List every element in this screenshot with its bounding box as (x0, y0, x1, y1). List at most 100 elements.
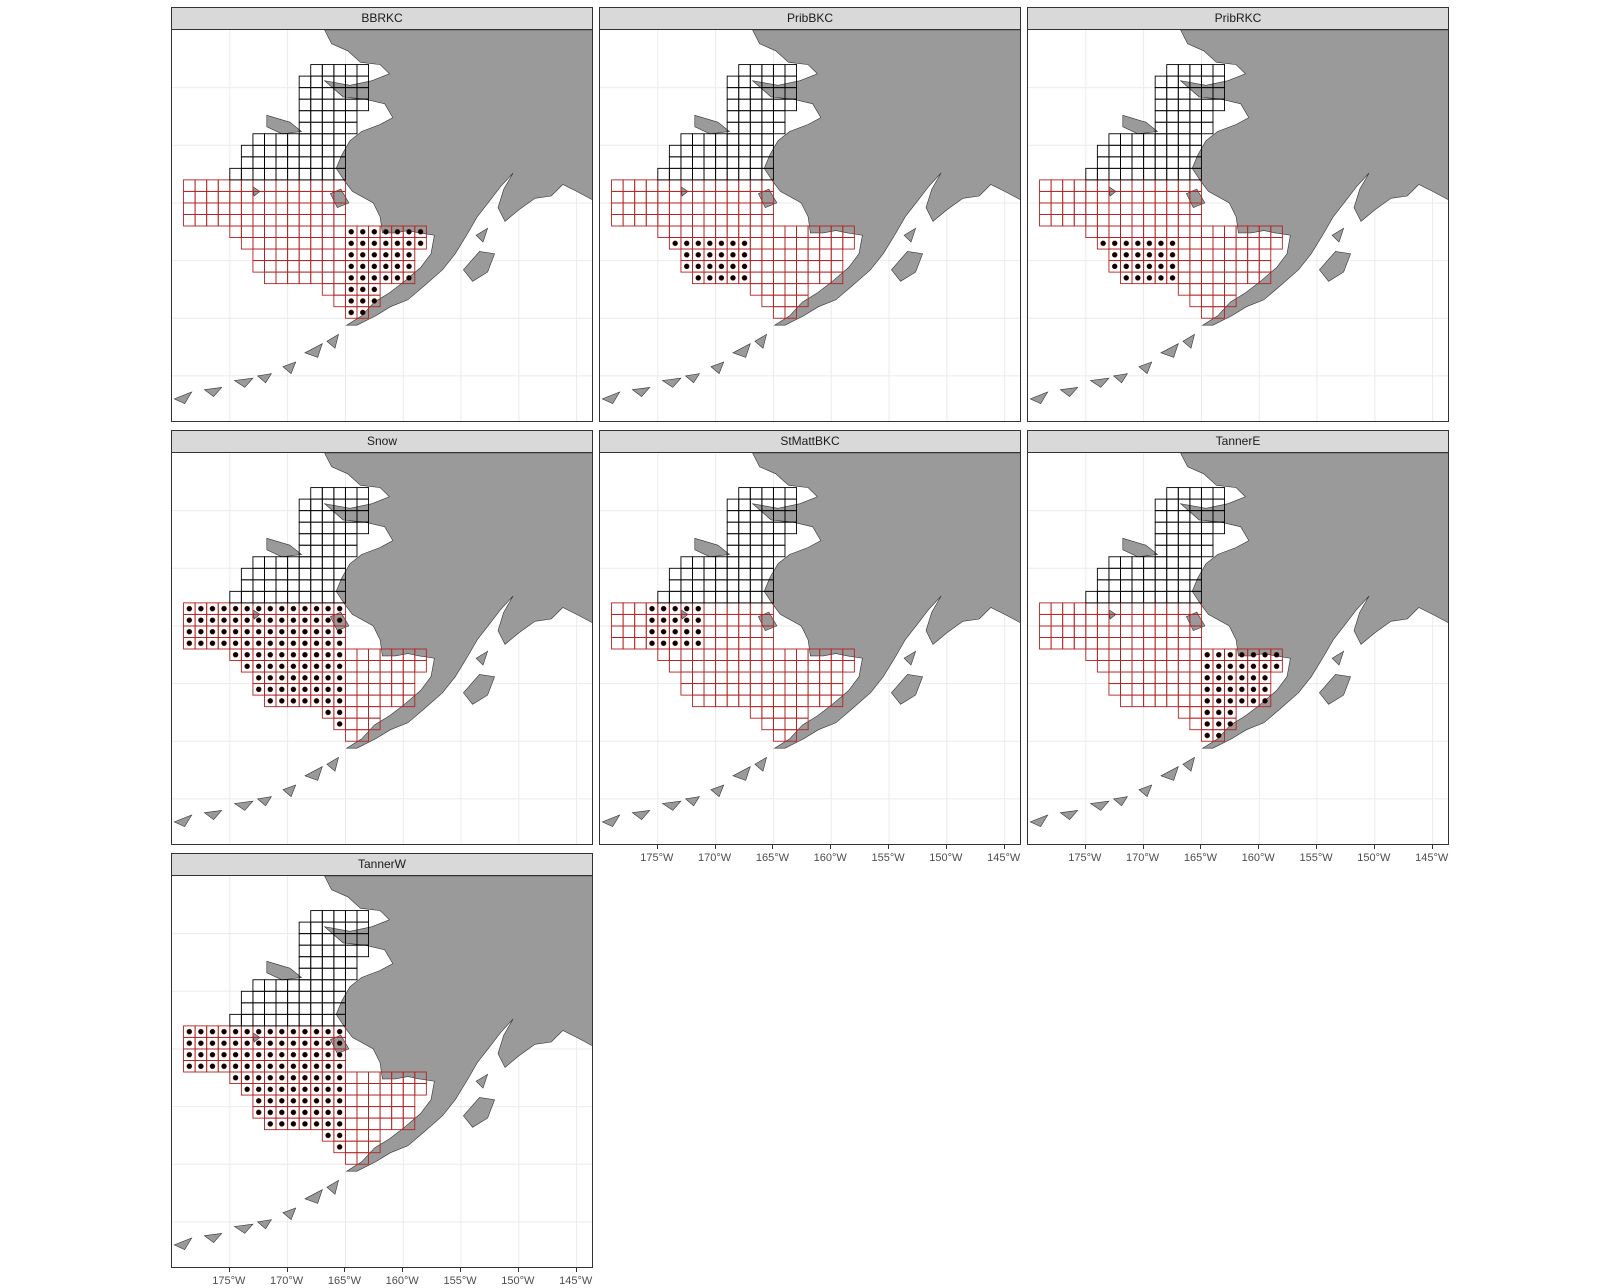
grid-cell (1166, 167, 1179, 181)
station-point (279, 605, 285, 612)
grid-cell (402, 660, 416, 673)
grid-cell (310, 1013, 323, 1027)
grid-cell (321, 156, 335, 169)
station-point (1204, 663, 1211, 670)
station-point (290, 1098, 297, 1104)
grid-cell (738, 487, 751, 500)
grid-cell (749, 225, 763, 238)
grid-cell (1258, 260, 1272, 273)
station-point (244, 1063, 250, 1070)
grid-cell (1096, 214, 1110, 227)
grid-cell (298, 521, 312, 535)
grid-cell (229, 202, 242, 215)
station-point (302, 628, 308, 635)
station-point (672, 617, 678, 623)
survey-grid (183, 487, 427, 742)
grid-cell (1050, 602, 1064, 615)
grid-cell (321, 910, 335, 923)
grid-cell (1189, 64, 1202, 77)
station-point (325, 1074, 331, 1081)
grid-cell (703, 683, 717, 696)
grid-cell (391, 660, 404, 673)
grid-cell (1143, 648, 1156, 661)
land-island (1185, 188, 1206, 208)
grid-cell (1177, 544, 1191, 558)
grid-cell (310, 910, 323, 923)
x-tick-mark (1431, 845, 1433, 849)
station-point (313, 628, 320, 635)
station-point (198, 605, 204, 612)
grid-cell (611, 190, 624, 204)
x-tick-label: 155°W (871, 852, 905, 864)
grid-cell (1131, 637, 1145, 650)
map-svg (172, 453, 592, 844)
grid-cell (275, 271, 289, 285)
grid-cell (264, 202, 277, 215)
grid-cell (1143, 156, 1156, 169)
grid-cell (668, 567, 682, 581)
grid-cell (310, 179, 323, 192)
grid-cell (1224, 271, 1237, 285)
grid-cell (1096, 625, 1110, 638)
station-point (198, 1040, 204, 1046)
station-point (279, 1051, 285, 1058)
grid-cell (1050, 190, 1064, 204)
station-point (1250, 651, 1257, 658)
grid-cell (287, 260, 300, 273)
grid-cell (252, 260, 265, 273)
land-island (1319, 251, 1352, 282)
grid-cell (344, 706, 358, 719)
grid-cell (668, 156, 682, 169)
grid-cell (738, 590, 751, 604)
grid-cell (240, 179, 254, 192)
station-point (1227, 709, 1234, 716)
grid-cell (784, 237, 797, 250)
station-point (672, 605, 678, 612)
grid-cell (1143, 167, 1156, 181)
grid-cell (1131, 671, 1145, 685)
grid-cell (1166, 121, 1179, 135)
station-point (1169, 275, 1176, 281)
grid-cell (622, 637, 636, 650)
grid-cell (772, 98, 786, 112)
grid-cell (1050, 214, 1064, 227)
station-point (406, 263, 412, 270)
land-island (282, 784, 297, 798)
station-point (267, 1040, 274, 1046)
grid-cell (1247, 271, 1260, 285)
grid-cell (680, 202, 693, 215)
grid-cell (287, 1002, 300, 1015)
station-point (1227, 675, 1234, 681)
grid-cell (1039, 202, 1052, 215)
station-point (267, 675, 274, 681)
land-island (475, 227, 489, 243)
station-point (1169, 252, 1176, 258)
grid-cell (1189, 283, 1202, 296)
grid-cell (264, 248, 277, 262)
grid-cell (796, 260, 809, 273)
grid-cell (738, 167, 751, 181)
station-point (290, 628, 297, 635)
station-point (660, 628, 667, 635)
grid-cell (772, 717, 786, 731)
grid-cell (749, 637, 763, 650)
grid-cell (333, 521, 346, 535)
station-point (279, 1040, 285, 1046)
station-point (1123, 240, 1130, 247)
grid-cell (298, 110, 312, 123)
station-point (695, 605, 702, 612)
grid-cell (749, 694, 763, 708)
grid-cell (819, 660, 832, 673)
grid-cell (1154, 590, 1168, 604)
grid-cell (703, 202, 717, 215)
land-island (601, 814, 621, 827)
grid-cell (344, 944, 358, 958)
grid-cell (715, 167, 728, 181)
station-point (1204, 651, 1211, 658)
grid-cell (321, 544, 335, 558)
grid-cell (1212, 64, 1225, 77)
land-island (757, 188, 778, 208)
grid-cell (668, 225, 682, 238)
station-point (267, 1109, 274, 1116)
grid-cell (726, 671, 740, 685)
